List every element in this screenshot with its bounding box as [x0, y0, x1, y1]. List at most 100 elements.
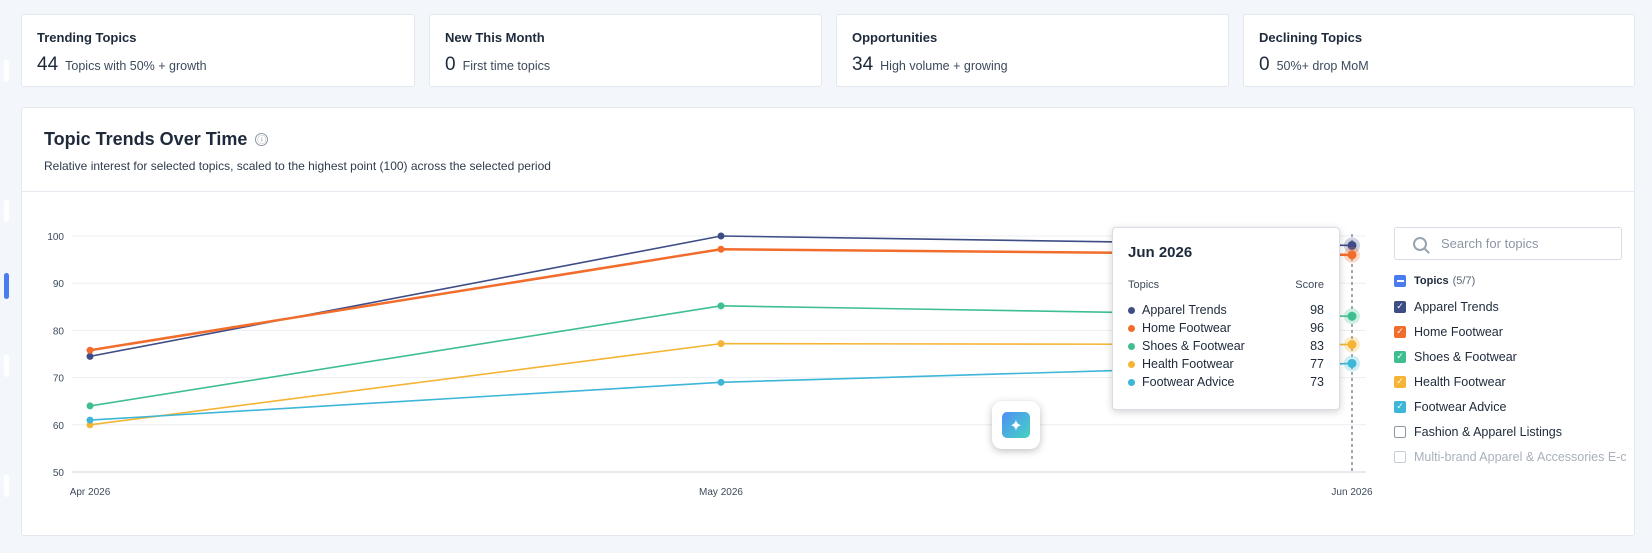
rail-marker-active[interactable] [4, 273, 9, 299]
tooltip-topic-score: 96 [1310, 321, 1324, 335]
topics-select-all[interactable]: Topics (5/7) [1394, 272, 1626, 290]
checked-checkbox-icon[interactable]: ✓ [1394, 375, 1406, 388]
stat-desc: 50%+ drop MoM [1276, 59, 1369, 73]
tooltip-topic-name: Shoes & Footwear [1142, 339, 1245, 353]
stat-desc: Topics with 50% + growth [65, 59, 207, 73]
checked-checkbox-icon[interactable]: ✓ [1394, 300, 1406, 313]
chart-header: Topic Trends Over Time ⓘ Relative intere… [22, 108, 1634, 192]
topic-search[interactable] [1394, 227, 1622, 260]
stat-title: Trending Topics [37, 30, 137, 45]
topic-option-label: Apparel Trends [1414, 299, 1499, 314]
data-point [717, 245, 725, 253]
tooltip-topic-score: 77 [1310, 357, 1324, 371]
series-dot-icon [1128, 324, 1135, 332]
y-tick-label: 50 [53, 468, 65, 479]
tooltip-col-topics: Topics [1128, 279, 1160, 291]
series-dot-icon [1128, 342, 1135, 350]
hover-point [1347, 340, 1357, 350]
topic-option[interactable]: ✓ Apparel Trends [1394, 294, 1626, 319]
x-tick-label: Apr 2026 [70, 487, 111, 498]
topic-option[interactable]: ✓ Home Footwear [1394, 319, 1626, 344]
tooltip-col-score: Score [1295, 279, 1324, 291]
topic-option-label: Health Footwear [1414, 374, 1506, 389]
tooltip-topic-score: 73 [1310, 375, 1324, 389]
topic-option[interactable]: ✓ Health Footwear [1394, 369, 1626, 394]
topic-option-label: Shoes & Footwear [1414, 349, 1517, 364]
rail-marker [4, 355, 9, 377]
chart-tooltip: Jun 2026 Topics Score Apparel Trends 98 Ho… [1112, 227, 1340, 410]
search-input[interactable] [1441, 236, 1611, 251]
topics-label: Topics [1414, 275, 1449, 287]
y-tick-label: 90 [53, 279, 65, 290]
data-point [86, 346, 94, 354]
data-point [86, 402, 94, 410]
tooltip-row: Footwear Advice 73 [1128, 373, 1324, 391]
checked-checkbox-icon[interactable]: ✓ [1394, 325, 1406, 338]
tooltip-topic-name: Home Footwear [1142, 321, 1231, 335]
data-point [86, 352, 94, 360]
tooltip-row: Home Footwear 96 [1128, 319, 1324, 337]
partial-checkbox-icon[interactable] [1394, 275, 1406, 287]
y-tick-label: 60 [53, 421, 65, 432]
stat-card-trending[interactable]: Trending Topics 44 Topics with 50% + gro… [21, 14, 415, 87]
topic-option-label: Footwear Advice [1414, 399, 1507, 414]
left-rail [0, 0, 10, 553]
data-point [717, 340, 725, 348]
topics-count: (5/7) [1452, 275, 1476, 287]
info-icon[interactable]: ⓘ [255, 133, 269, 146]
tooltip-topic-name: Apparel Trends [1142, 303, 1227, 317]
y-tick-label: 80 [53, 326, 65, 337]
x-tick-label: Jun 2026 [1331, 487, 1373, 498]
topic-option[interactable]: Multi-brand Apparel & Accessories E-c [1394, 444, 1626, 469]
data-point [86, 416, 94, 424]
topic-option[interactable]: ✓ Footwear Advice [1394, 394, 1626, 419]
stat-value: 0 [1259, 54, 1270, 75]
checked-checkbox-icon[interactable]: ✓ [1394, 400, 1406, 413]
stat-card-declining[interactable]: Declining Topics 0 50%+ drop MoM [1243, 14, 1635, 87]
sparkle-chat-icon: ✦ [1002, 412, 1030, 438]
unchecked-checkbox-icon[interactable] [1394, 450, 1406, 463]
tooltip-topic-score: 83 [1310, 339, 1324, 353]
tooltip-row: Apparel Trends 98 [1128, 301, 1324, 319]
hover-point [1347, 358, 1357, 368]
stat-value: 44 [37, 54, 59, 75]
stat-desc: High volume + growing [880, 59, 1008, 73]
hover-point [1347, 250, 1357, 260]
rail-marker [4, 60, 9, 82]
tooltip-title: Jun 2026 [1128, 244, 1193, 261]
topic-trends-card: Topic Trends Over Time ⓘ Relative intere… [21, 107, 1635, 536]
topic-filter-panel: Topics (5/7) ✓ Apparel Trends ✓ Home Footwe… [1394, 272, 1626, 469]
stat-card-opportunities[interactable]: Opportunities 34 High volume + growing [836, 14, 1229, 87]
x-tick-label: May 2026 [699, 487, 743, 498]
ai-assistant-button[interactable]: ✦ [992, 401, 1040, 449]
stat-title: New This Month [445, 30, 545, 45]
topic-option[interactable]: ✓ Shoes & Footwear [1394, 344, 1626, 369]
search-icon [1413, 236, 1427, 251]
checked-checkbox-icon[interactable]: ✓ [1394, 350, 1406, 363]
topic-option-label: Fashion & Apparel Listings [1414, 424, 1563, 439]
topic-option-label: Home Footwear [1414, 324, 1503, 339]
topic-option[interactable]: Fashion & Apparel Listings [1394, 419, 1626, 444]
chart-subtitle: Relative interest for selected topics, s… [44, 159, 551, 173]
rail-marker [4, 475, 9, 497]
tooltip-topic-name: Health Footwear [1142, 357, 1234, 371]
stat-value: 34 [852, 54, 874, 75]
series-dot-icon [1128, 306, 1135, 314]
series-dot-icon [1128, 378, 1135, 386]
stat-desc: First time topics [462, 59, 551, 73]
tooltip-row: Health Footwear 77 [1128, 355, 1324, 373]
series-dot-icon [1128, 360, 1135, 368]
stat-value: 0 [445, 54, 456, 75]
y-tick-label: 100 [47, 232, 64, 243]
stat-title: Declining Topics [1259, 30, 1363, 45]
tooltip-topic-score: 98 [1310, 303, 1324, 317]
unchecked-checkbox-icon[interactable] [1394, 425, 1406, 438]
tooltip-row: Shoes & Footwear 83 [1128, 337, 1324, 355]
y-tick-label: 70 [53, 374, 65, 385]
rail-marker [4, 200, 9, 222]
stat-title: Opportunities [852, 30, 938, 45]
data-point [717, 378, 725, 386]
hover-point [1347, 240, 1357, 250]
stat-card-new[interactable]: New This Month 0 First time topics [429, 14, 822, 87]
topic-option-label: Multi-brand Apparel & Accessories E-c [1414, 449, 1626, 464]
